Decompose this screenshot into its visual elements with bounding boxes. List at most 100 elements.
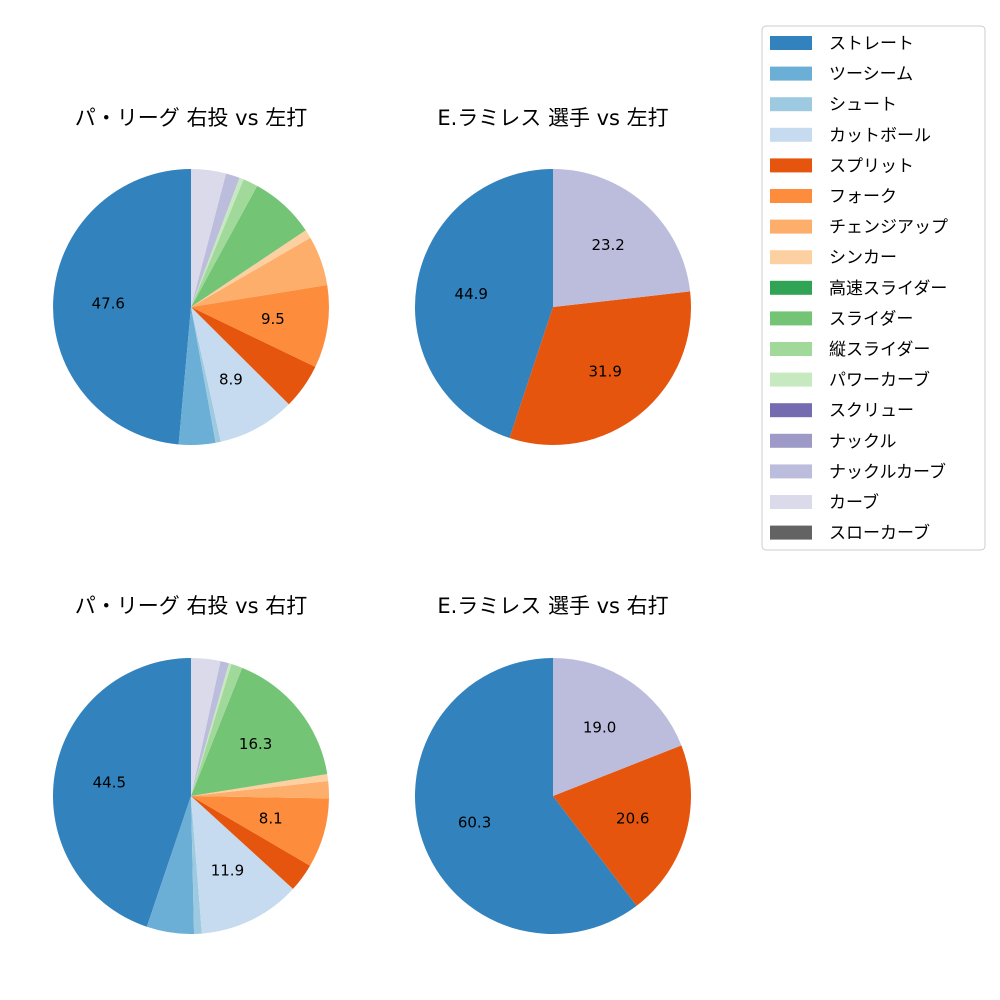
slice-percent-label: 31.9 bbox=[588, 362, 621, 380]
pie-chart-3: パ・リーグ 右投 vs 右打 44.5 11.9 8.1 16.3 bbox=[52, 594, 330, 935]
legend-item: スライダー bbox=[770, 309, 913, 329]
legend-item: カーブ bbox=[770, 492, 879, 513]
chart-title: パ・リーグ 右投 vs 右打 bbox=[75, 594, 307, 618]
legend-item: ナックルカーブ bbox=[770, 461, 946, 482]
legend-item: カットボール bbox=[770, 126, 931, 146]
legend-label: シュート bbox=[829, 95, 897, 115]
pie-slice bbox=[191, 774, 329, 796]
slice-percent-label: 47.6 bbox=[92, 294, 125, 312]
legend-frame bbox=[761, 25, 986, 551]
legend-label: ナックル bbox=[829, 432, 897, 452]
legend-label: スライダー bbox=[829, 309, 913, 329]
pie-slice bbox=[52, 658, 191, 927]
pie-slice bbox=[553, 658, 682, 796]
legend-item: ストレート bbox=[770, 34, 914, 54]
pie-slice bbox=[53, 169, 192, 445]
pie-slice bbox=[553, 745, 692, 906]
legend-swatch bbox=[770, 158, 812, 173]
legend-label: ストレート bbox=[829, 34, 914, 54]
legend-label: ナックルカーブ bbox=[829, 461, 946, 482]
legend-label: スクリュー bbox=[829, 401, 914, 421]
slice-percent-label: 44.9 bbox=[455, 285, 488, 303]
pie-slice bbox=[414, 658, 637, 934]
pie-slice bbox=[191, 796, 294, 934]
pie-slice bbox=[191, 185, 306, 307]
pie-slice bbox=[191, 796, 202, 934]
pie-chart-2: E.ラミレス 選手 vs 左打 44.9 31.9 23.2 bbox=[414, 106, 692, 446]
legend-swatch bbox=[770, 219, 812, 234]
legend-label: カーブ bbox=[829, 492, 879, 513]
pie-slice bbox=[191, 661, 229, 796]
legend-item: フォーク bbox=[770, 187, 897, 207]
pie-slice bbox=[191, 663, 232, 796]
pie-chart-4: E.ラミレス 選手 vs 右打 60.3 20.6 19.0 bbox=[414, 594, 692, 934]
legend-label: チェンジアップ bbox=[829, 218, 948, 238]
slice-percent-label: 23.2 bbox=[591, 236, 624, 254]
pie-slice bbox=[414, 169, 553, 438]
legend-label: シンカー bbox=[829, 248, 897, 268]
pie-slice bbox=[191, 667, 328, 796]
pie-slice bbox=[191, 658, 221, 796]
pie-slice bbox=[191, 173, 240, 307]
legend-item: シンカー bbox=[770, 248, 897, 268]
slice-percent-label: 8.9 bbox=[219, 371, 243, 389]
pie-slice bbox=[191, 230, 311, 307]
pie-slice bbox=[191, 307, 221, 443]
legend-swatch bbox=[770, 250, 812, 265]
pie-charts: パ・リーグ 右投 vs 左打 47.6 8.9 9.5 E.ラミレス 選手 vs 左打 4… bbox=[52, 106, 692, 935]
slice-percent-label: 44.5 bbox=[93, 774, 126, 792]
legend-label: 高速スライダー bbox=[829, 279, 947, 299]
slice-percent-label: 11.9 bbox=[211, 861, 244, 879]
legend-label: スプリット bbox=[829, 156, 914, 176]
legend-items: ストレートツーシームシュートカットボールスプリットフォークチェンジアップシンカー… bbox=[770, 34, 948, 544]
pie-slice bbox=[553, 169, 691, 307]
slice-percent-label: 20.6 bbox=[616, 809, 649, 827]
legend-item: スローカーブ bbox=[770, 523, 930, 544]
slice-percent-label: 19.0 bbox=[583, 719, 616, 737]
legend-label: スローカーブ bbox=[829, 523, 930, 544]
chart-title: E.ラミレス 選手 vs 左打 bbox=[437, 106, 668, 130]
chart-title: E.ラミレス 選手 vs 右打 bbox=[437, 594, 668, 618]
pie-chart-1: パ・リーグ 右投 vs 左打 47.6 8.9 9.5 bbox=[53, 106, 329, 445]
legend-label: 縦スライダー bbox=[829, 340, 930, 360]
slice-percent-label: 9.5 bbox=[261, 310, 285, 328]
legend-item: ツーシーム bbox=[770, 65, 913, 85]
slice-percent-label: 60.3 bbox=[458, 813, 491, 831]
legend-item: パワーカーブ bbox=[770, 370, 930, 391]
pie-slice bbox=[191, 307, 316, 405]
pie-slice bbox=[191, 780, 330, 799]
legend-swatch bbox=[770, 66, 812, 81]
pie-slice bbox=[191, 179, 258, 307]
legend-label: パワーカーブ bbox=[829, 370, 930, 391]
legend-swatch bbox=[770, 525, 812, 540]
legend-swatch bbox=[770, 495, 812, 509]
pie-slice bbox=[191, 796, 311, 889]
legend-label: カットボール bbox=[829, 126, 931, 146]
legend-swatch bbox=[770, 189, 812, 203]
legend-label: フォーク bbox=[829, 187, 897, 207]
legend-item: 縦スライダー bbox=[770, 340, 930, 360]
legend-label: ツーシーム bbox=[829, 65, 913, 85]
chart-title: パ・リーグ 右投 vs 左打 bbox=[75, 106, 307, 130]
legend-swatch bbox=[770, 311, 812, 326]
pie-slice bbox=[191, 284, 329, 367]
pie-slice bbox=[178, 307, 216, 445]
pie-slice bbox=[191, 169, 226, 307]
pie-slice bbox=[191, 307, 289, 442]
legend-swatch bbox=[770, 342, 812, 356]
legend-swatch bbox=[770, 433, 812, 448]
legend-swatch bbox=[770, 127, 812, 142]
legend-swatch bbox=[770, 97, 812, 112]
pie-slice bbox=[191, 664, 243, 796]
pie-slice bbox=[191, 237, 328, 307]
legend-swatch bbox=[770, 464, 812, 479]
legend-item: 高速スライダー bbox=[770, 279, 947, 299]
pie-slice bbox=[191, 796, 329, 866]
legend-item: スプリット bbox=[770, 156, 914, 176]
legend-swatch bbox=[770, 36, 812, 50]
legend-item: シュート bbox=[770, 95, 897, 115]
legend: ストレートツーシームシュートカットボールスプリットフォークチェンジアップシンカー… bbox=[761, 25, 986, 551]
pie-slice bbox=[509, 291, 692, 446]
legend-swatch bbox=[770, 372, 812, 387]
